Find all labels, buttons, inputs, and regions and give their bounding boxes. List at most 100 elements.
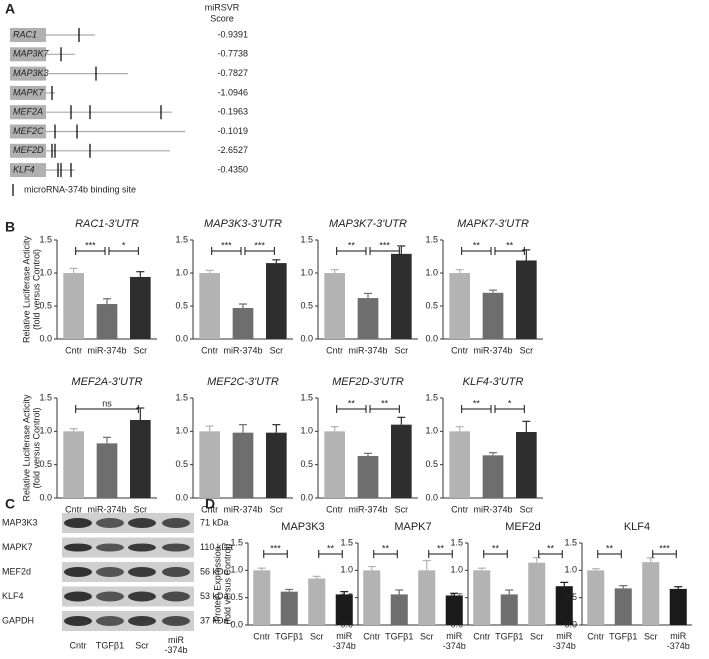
- bar: [516, 260, 537, 339]
- bar: [266, 432, 287, 498]
- y-tick-label: 0.0: [300, 333, 313, 343]
- y-tick-label: 0.0: [340, 619, 353, 629]
- sig-label: **: [473, 240, 481, 250]
- y-tick-label: 0.5: [230, 592, 243, 602]
- score-header: Score: [210, 13, 234, 23]
- y-tick-label: 0.0: [450, 619, 463, 629]
- blot-band: [128, 518, 156, 528]
- protein-name: KLF4: [2, 591, 24, 601]
- bar: [63, 273, 84, 339]
- x-tick-label: miR-374b: [333, 631, 356, 651]
- y-tick-label: 0.5: [175, 300, 188, 310]
- bar: [357, 456, 379, 498]
- sig-label: **: [547, 543, 555, 553]
- chart-title: MEF2d: [505, 521, 540, 533]
- chart-title: KLF4-3'UTR: [463, 376, 524, 388]
- sig-label: ***: [270, 543, 281, 553]
- y-tick-label: 1.0: [175, 267, 188, 277]
- blot-band: [64, 518, 92, 528]
- sig-label: ***: [379, 240, 390, 250]
- bar: [482, 292, 504, 339]
- bar: [130, 276, 151, 339]
- x-tick-label: Scr: [310, 631, 324, 641]
- y-axis-label: (fold versus Control): [222, 543, 232, 624]
- y-tick-label: 1.5: [39, 234, 52, 244]
- gene-name: MEF2D: [13, 145, 44, 155]
- bar: [266, 263, 287, 339]
- x-tick-label: Cntr: [65, 504, 82, 514]
- gene-box: [10, 47, 46, 62]
- y-tick-label: 1.5: [300, 234, 313, 244]
- bar: [418, 570, 436, 625]
- y-axis-label: (fold versus Control): [31, 249, 41, 330]
- y-tick-label: 0.0: [230, 619, 243, 629]
- x-tick-label: miR-374b: [553, 631, 576, 651]
- chart-title: MAP3K7-3'UTR: [329, 218, 407, 230]
- x-tick-label: Cntr: [326, 345, 343, 355]
- y-tick-label: 0.5: [450, 592, 463, 602]
- bar: [391, 424, 412, 498]
- y-tick-label: 1.5: [340, 537, 353, 547]
- x-tick-label: Cntr: [451, 504, 468, 514]
- blot-band: [64, 591, 92, 602]
- x-tick-label: Cntr: [451, 345, 468, 355]
- x-tick-label: miR-374b: [348, 345, 387, 355]
- y-tick-label: 0.5: [425, 459, 438, 469]
- y-tick-label: 1.0: [450, 565, 463, 575]
- protein-size: 56 kDa: [200, 566, 229, 576]
- x-tick-label: miR-374b: [87, 345, 126, 355]
- x-tick-label: Cntr: [587, 631, 604, 641]
- y-tick-label: 0.0: [425, 492, 438, 502]
- bar: [642, 562, 660, 625]
- bar: [445, 595, 463, 625]
- bar: [199, 431, 220, 498]
- blot-band: [96, 518, 124, 528]
- x-tick-label: Scr: [270, 504, 284, 514]
- sig-label: **: [327, 543, 335, 553]
- score: -2.6527: [217, 145, 248, 155]
- x-tick-label: TGFβ1: [275, 631, 303, 641]
- y-tick-label: 0.5: [564, 592, 577, 602]
- bar: [528, 562, 546, 625]
- lane-label: Scr: [135, 640, 149, 650]
- x-tick-label: TGFβ1: [495, 631, 523, 641]
- chart-title: RAC1-3'UTR: [75, 218, 139, 230]
- sig-label: *: [508, 398, 512, 408]
- x-tick-label: Cntr: [65, 345, 82, 355]
- y-axis-label: (fold versus Control): [31, 407, 41, 488]
- chart-title: MEF2A-3'UTR: [71, 376, 142, 388]
- bar: [614, 588, 632, 625]
- bar: [63, 431, 84, 498]
- y-axis-label: Protein Expression: [212, 546, 222, 622]
- y-tick-label: 1.5: [39, 392, 52, 402]
- bar: [500, 594, 518, 625]
- y-tick-label: 1.0: [425, 426, 438, 436]
- y-tick-label: 0.5: [175, 459, 188, 469]
- x-tick-label: Scr: [395, 504, 409, 514]
- blot-band: [96, 616, 124, 626]
- blot-band: [162, 616, 190, 626]
- gene-box: [10, 143, 46, 158]
- x-tick-label: Cntr: [253, 631, 270, 641]
- x-tick-label: miR-374b: [87, 504, 126, 514]
- bar: [555, 586, 573, 625]
- y-tick-label: 1.5: [450, 537, 463, 547]
- sig-label: **: [382, 543, 390, 553]
- lane-label: miR -374b: [164, 635, 187, 654]
- y-tick-label: 1.5: [300, 392, 313, 402]
- sig-label: ***: [221, 240, 232, 250]
- y-axis-label: Relative Luciferase Acticity: [21, 394, 31, 502]
- y-tick-label: 1.5: [425, 234, 438, 244]
- gene-name: RAC1: [13, 29, 37, 39]
- bar: [324, 273, 345, 339]
- x-tick-label: Scr: [520, 504, 534, 514]
- chart-title: MAPK7: [394, 521, 431, 533]
- x-tick-label: Cntr: [363, 631, 380, 641]
- x-tick-label: Scr: [134, 504, 148, 514]
- sig-label: **: [506, 240, 514, 250]
- protein-size: 71 kDa: [200, 517, 229, 527]
- blot-band: [64, 543, 92, 552]
- y-axis-label: Relative Luciferase Acticity: [21, 235, 31, 343]
- score: -1.0946: [217, 87, 248, 97]
- bar: [280, 591, 298, 625]
